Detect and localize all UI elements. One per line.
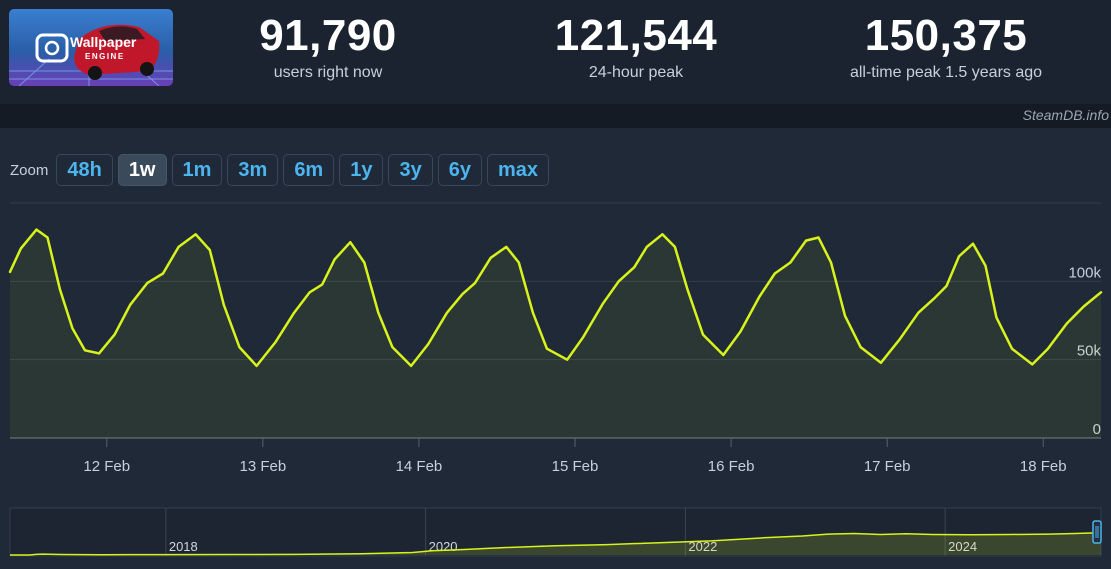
y-axis-ticks: 0 50k 100k xyxy=(1068,264,1101,438)
x-tick-label: 14 Feb xyxy=(396,458,443,475)
y-tick-label: 100k xyxy=(1068,264,1101,281)
series-area xyxy=(10,229,1101,438)
zoom-button-6m[interactable]: 6m xyxy=(283,154,335,186)
stat-all-time-peak: 150,375 all-time peak 1.5 years ago xyxy=(816,12,1076,84)
navigator-year-label: 2022 xyxy=(688,539,717,554)
zoom-button-48h[interactable]: 48h xyxy=(56,154,113,186)
stat-label: users right now xyxy=(273,64,383,81)
stat-value: 91,790 xyxy=(259,11,397,60)
x-tick-label: 17 Feb xyxy=(864,458,911,475)
logo-text-line1: Wallpaper xyxy=(70,34,137,50)
zoom-button-3y[interactable]: 3y xyxy=(388,154,433,186)
stat-current-users: 91,790 users right now xyxy=(228,12,428,84)
chart-grid xyxy=(10,202,1101,439)
y-tick-label: 50k xyxy=(1077,343,1102,360)
zoom-button-1y[interactable]: 1y xyxy=(339,154,384,186)
navigator-line xyxy=(10,532,1102,556)
app-logo-image: Wallpaper ENGINE xyxy=(9,9,173,86)
separator-band xyxy=(0,104,1111,128)
stats-bar: Wallpaper ENGINE 91,790 users right now … xyxy=(0,0,1111,104)
y-tick-label: 0 xyxy=(1093,421,1101,438)
zoom-label: Zoom xyxy=(10,161,49,179)
zoom-button-max[interactable]: max xyxy=(486,154,549,186)
navigator-year-label: 2024 xyxy=(948,539,977,554)
zoom-button-3m[interactable]: 3m xyxy=(227,154,279,186)
series-line[interactable] xyxy=(8,228,1103,368)
x-tick-label: 12 Feb xyxy=(83,458,130,475)
chart-panel xyxy=(0,128,1111,569)
zoom-button-1w[interactable]: 1w xyxy=(117,154,167,186)
app-logo[interactable]: Wallpaper ENGINE xyxy=(9,9,173,86)
zoom-button-1m[interactable]: 1m xyxy=(171,154,223,186)
stat-value: 121,544 xyxy=(554,11,718,60)
x-axis-ticks: 12 Feb 13 Feb 14 Feb 15 Feb 16 Feb 17 Feb 18 F… xyxy=(83,438,1067,475)
x-tick-label: 15 Feb xyxy=(552,458,599,475)
zoom-button-6y[interactable]: 6y xyxy=(437,154,482,186)
navigator-year-label: 2018 xyxy=(169,539,198,554)
x-tick-label: 16 Feb xyxy=(708,458,755,475)
zoom-controls: Zoom 48h 1w 1m 3m 6m 1y 3y 6y max xyxy=(10,153,549,187)
stat-label: all-time peak 1.5 years ago xyxy=(849,64,1043,81)
navigator-area xyxy=(10,532,1101,555)
stat-label: 24-hour peak xyxy=(588,64,684,81)
stat-24h-peak: 121,544 24-hour peak xyxy=(536,12,736,84)
navigator-handle[interactable] xyxy=(1092,520,1102,544)
stat-value: 150,375 xyxy=(864,11,1028,60)
x-tick-label: 18 Feb xyxy=(1020,458,1067,475)
watermark: SteamDB.info xyxy=(1022,107,1109,123)
range-navigator[interactable]: 2018 2020 2022 2024 xyxy=(0,507,1111,567)
navigator-background xyxy=(9,507,1102,557)
logo-text-line2: ENGINE xyxy=(85,52,125,61)
x-tick-label: 13 Feb xyxy=(239,458,286,475)
